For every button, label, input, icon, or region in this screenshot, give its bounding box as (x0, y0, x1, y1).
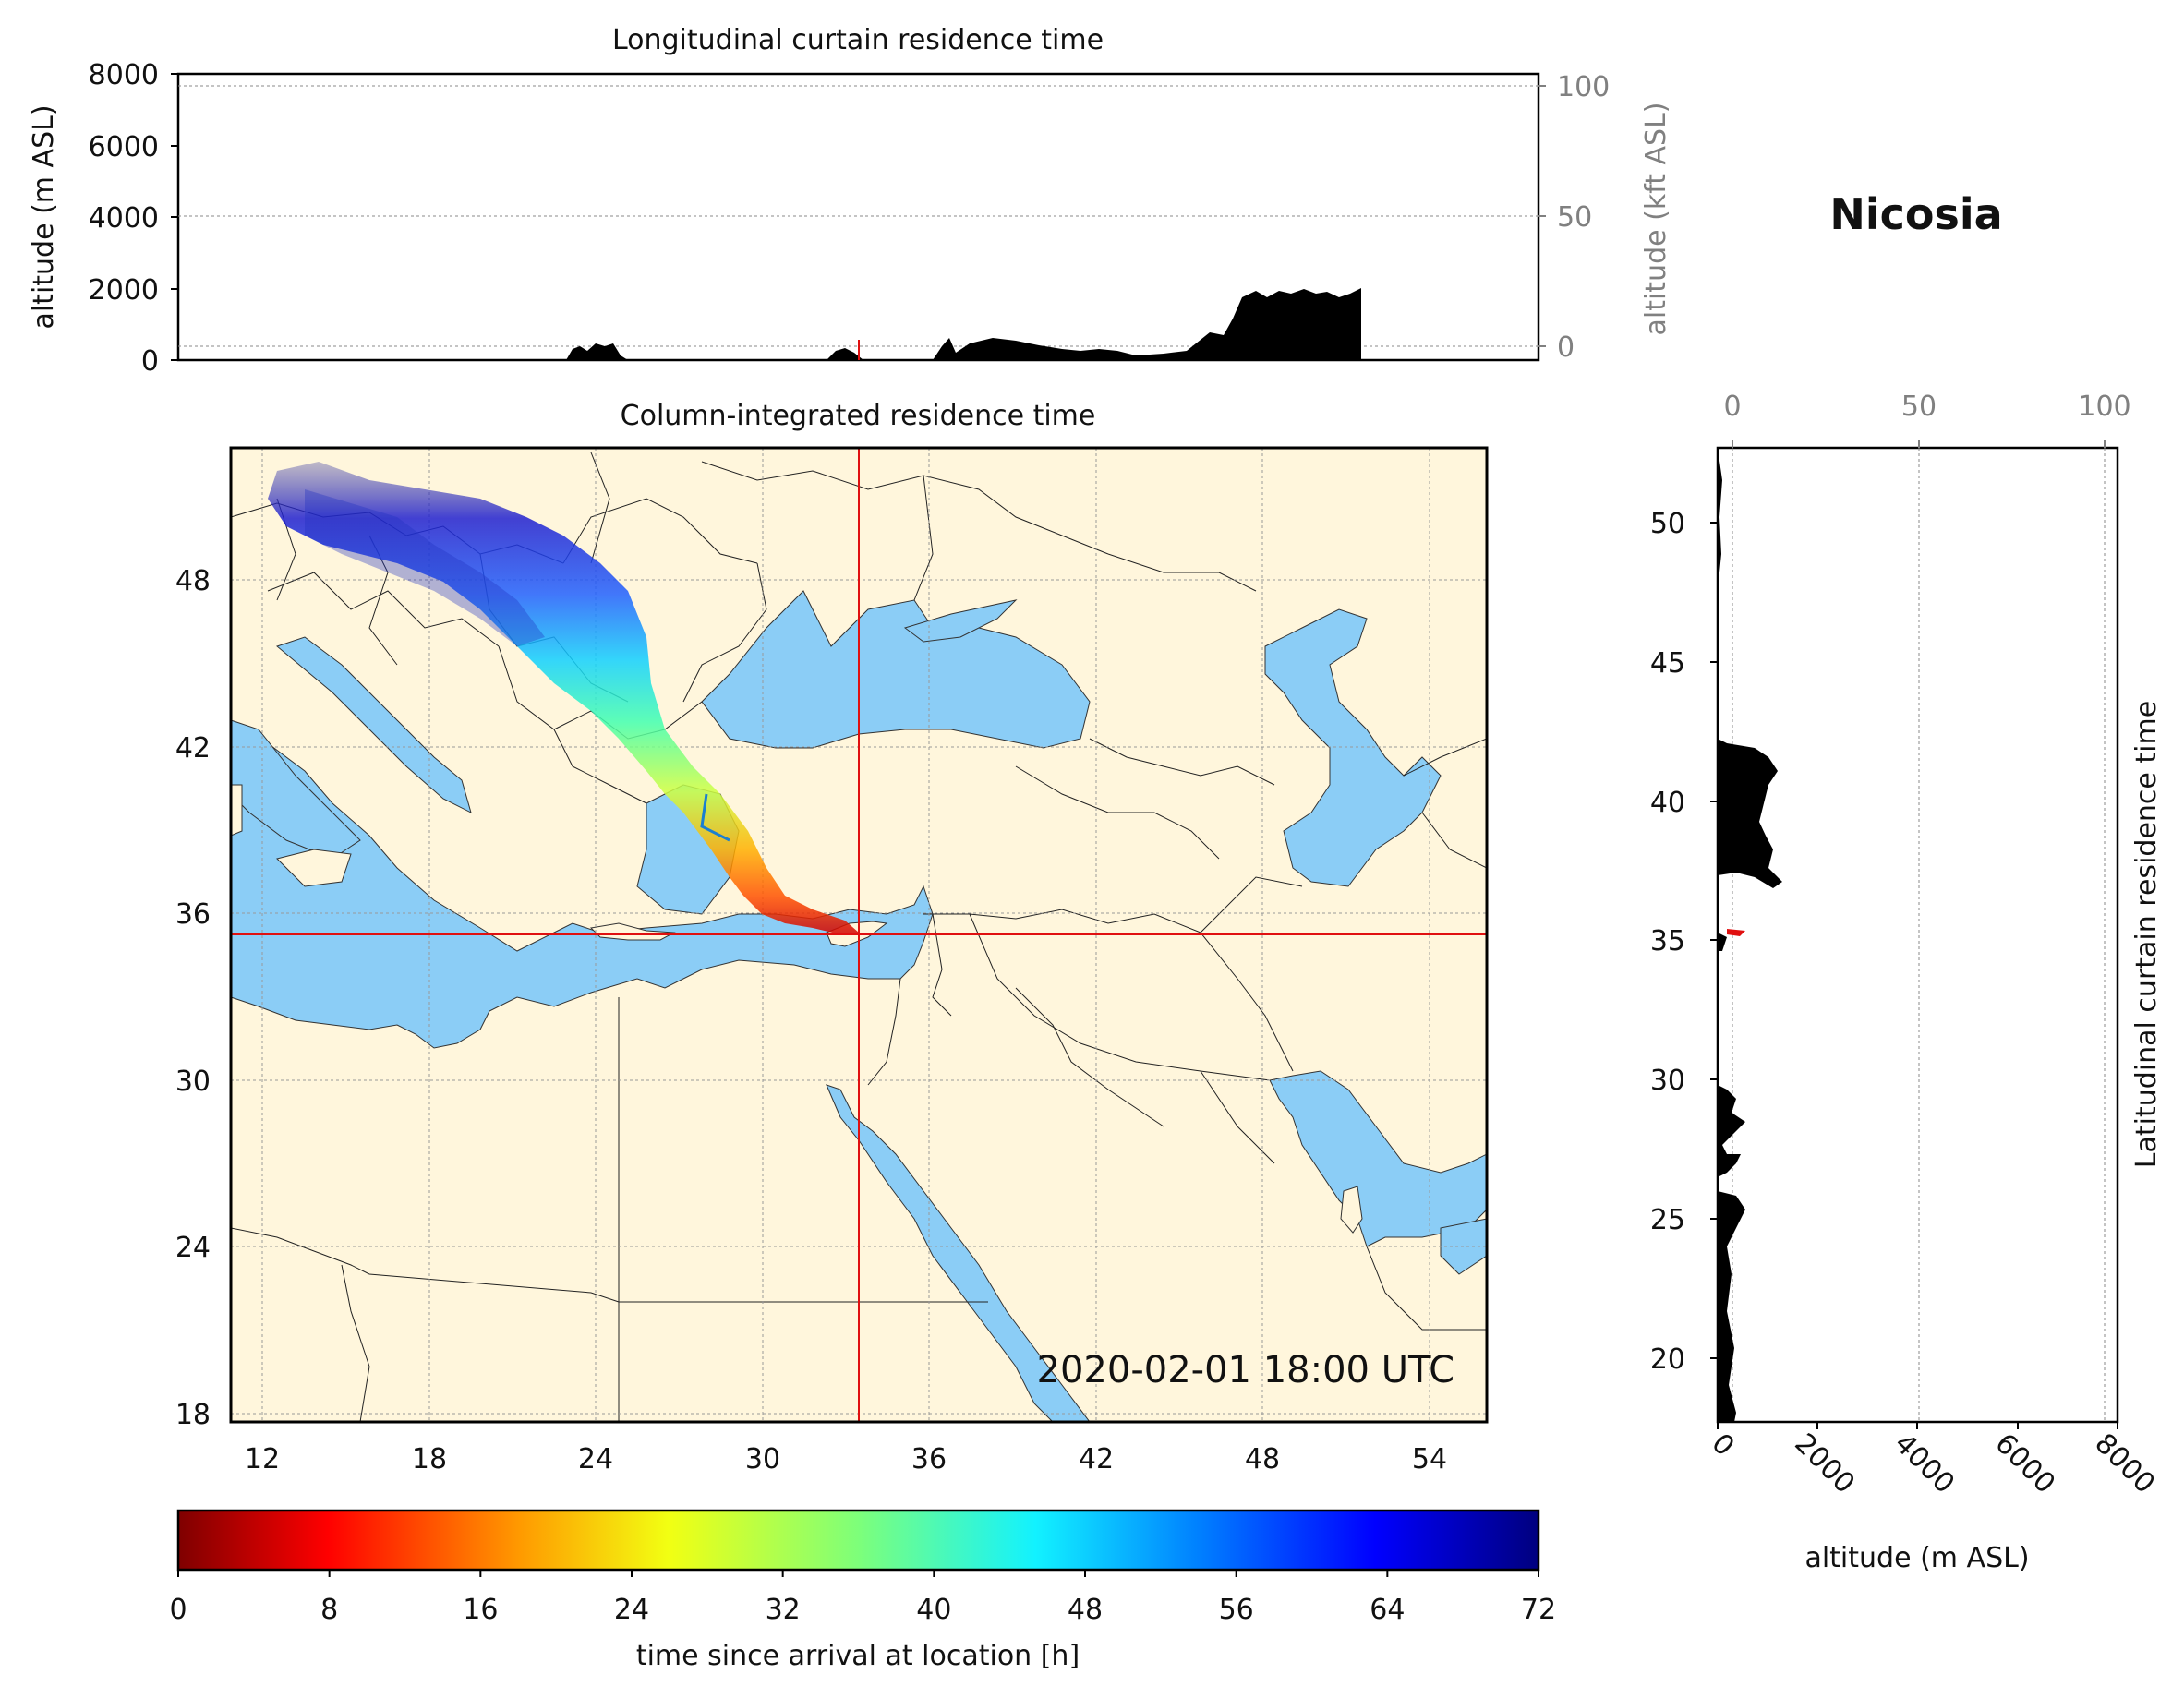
latitudinal-terrain-profile (1718, 448, 1782, 1422)
lat-top-tick-0: 0 (1723, 391, 1741, 423)
lat-bottom-tick-0: 0 (1705, 1427, 1740, 1463)
map-xtick-3: 30 (745, 1443, 780, 1475)
ytick-left-0: 0 (141, 345, 159, 378)
longitudinal-curtain-panel: Longitudinal curtain residence time 0 20… (28, 24, 1672, 378)
latitudinal-curtain-panel: 50 45 40 35 30 25 20 0 50 100 (1650, 391, 2163, 1574)
colorbar-gradient (176, 1509, 1540, 1572)
ytick-left-1: 2000 (89, 274, 159, 307)
map-y-axis: 18 24 30 36 42 48 (175, 565, 211, 1431)
map-xtick-0: 12 (245, 1443, 280, 1475)
longitudinal-ylabel-right: altitude (kft ASL) (1640, 102, 1672, 335)
lat-ytick-0: 20 (1650, 1343, 1685, 1376)
map-xtick-2: 24 (578, 1443, 613, 1475)
ytick-left-3: 6000 (89, 131, 159, 163)
lat-top-tick-2: 100 (2078, 391, 2130, 423)
colorbar-tick-label: 16 (463, 1594, 498, 1626)
colorbar-tick-label: 72 (1521, 1594, 1556, 1626)
latitudinal-xlabel: altitude (m ASL) (1804, 1542, 2029, 1574)
timestamp-label: 2020-02-01 18:00 UTC (1037, 1349, 1454, 1391)
colorbar-tick-label: 24 (614, 1594, 649, 1626)
lat-bottom-tick-2: 4000 (1888, 1427, 1961, 1500)
ytick-left-2: 4000 (89, 202, 159, 235)
longitudinal-right-axis: 0 50 100 altitude (kft ASL) (1538, 71, 1672, 364)
map-ytick-1: 24 (175, 1232, 211, 1264)
map-ytick-2: 30 (175, 1066, 211, 1098)
adriatic-sea (275, 636, 472, 813)
colorbar: 0 8 16 24 32 40 48 56 64 72 time since arrival at… (169, 1509, 1556, 1672)
map-xtick-7: 54 (1412, 1443, 1447, 1475)
lat-top-tick-1: 50 (1901, 391, 1937, 423)
map-frame (229, 446, 1489, 1424)
red-sea (826, 1084, 1091, 1422)
ytick-right-2: 100 (1557, 71, 1610, 103)
latitudinal-bottom-axis: 0 2000 4000 6000 8000 altitude (m ASL) (1705, 1422, 2161, 1574)
longitudinal-panel-title: Longitudinal curtain residence time (612, 24, 1104, 56)
latitudinal-top-axis: 0 50 100 (1723, 391, 2131, 448)
colorbar-tick-label: 32 (766, 1594, 801, 1626)
sea-of-azov (903, 599, 1018, 643)
latitudinal-plot-area (1716, 446, 2119, 1424)
lat-bottom-tick-3: 6000 (1988, 1427, 2061, 1500)
location-title: Nicosia (1829, 189, 2002, 239)
colorbar-tick-label: 8 (320, 1594, 338, 1626)
country-borders (231, 452, 1487, 1422)
lat-ytick-4: 40 (1650, 787, 1685, 819)
sicily-island (276, 849, 352, 887)
colorbar-tick-label: 0 (169, 1594, 187, 1626)
qatar-peninsula (1340, 1186, 1363, 1234)
ytick-right-0: 0 (1557, 331, 1575, 364)
lat-ytick-6: 50 (1650, 508, 1685, 540)
longitudinal-ylabel-left: altitude (m ASL) (28, 104, 60, 329)
ytick-right-1: 50 (1557, 201, 1592, 234)
lat-bottom-tick-4: 8000 (2088, 1427, 2161, 1500)
map-ytick-5: 48 (175, 565, 211, 597)
residence-time-plume (268, 462, 859, 934)
longitudinal-left-axis: 0 2000 4000 6000 8000 altitude (m ASL) (28, 59, 178, 378)
latitudinal-ylabel: Latitudinal curtain residence time (2130, 701, 2163, 1168)
lat-ytick-1: 25 (1650, 1204, 1685, 1236)
longitudinal-terrain-profile (566, 288, 1361, 360)
ytick-left-4: 8000 (89, 59, 159, 91)
latitudinal-y-axis: 50 45 40 35 30 25 20 (1650, 508, 1718, 1376)
map-xtick-6: 48 (1245, 1443, 1280, 1475)
column-integrated-map-panel: Column-integrated residence time (175, 400, 1489, 1475)
map-ytick-0: 18 (175, 1399, 211, 1431)
colorbar-ticks: 0 8 16 24 32 40 48 56 64 72 (169, 1570, 1556, 1626)
map-panel-title: Column-integrated residence time (621, 400, 1096, 432)
lat-ytick-5: 45 (1650, 647, 1685, 680)
lat-ytick-3: 35 (1650, 925, 1685, 957)
colorbar-tick-label: 64 (1370, 1594, 1405, 1626)
colorbar-tick-label: 40 (916, 1594, 951, 1626)
lat-ytick-2: 30 (1650, 1065, 1685, 1097)
mediterranean-sea (231, 738, 934, 1049)
map-xtick-4: 36 (911, 1443, 947, 1475)
lat-bottom-tick-1: 2000 (1788, 1427, 1861, 1500)
map-ytick-4: 42 (175, 732, 211, 765)
colorbar-tick-label: 48 (1068, 1594, 1103, 1626)
map-xtick-1: 18 (412, 1443, 447, 1475)
black-sea (701, 590, 1091, 749)
crete-island (589, 922, 676, 941)
colorbar-label: time since arrival at location [h] (636, 1640, 1080, 1672)
latitudinal-location-marker (1727, 929, 1745, 936)
map-ytick-3: 36 (175, 898, 211, 931)
colorbar-tick-label: 56 (1219, 1594, 1254, 1626)
sardinia-island (231, 784, 243, 837)
map-x-axis: 12 18 24 30 36 42 48 54 (245, 1443, 1447, 1475)
map-xtick-5: 42 (1079, 1443, 1114, 1475)
